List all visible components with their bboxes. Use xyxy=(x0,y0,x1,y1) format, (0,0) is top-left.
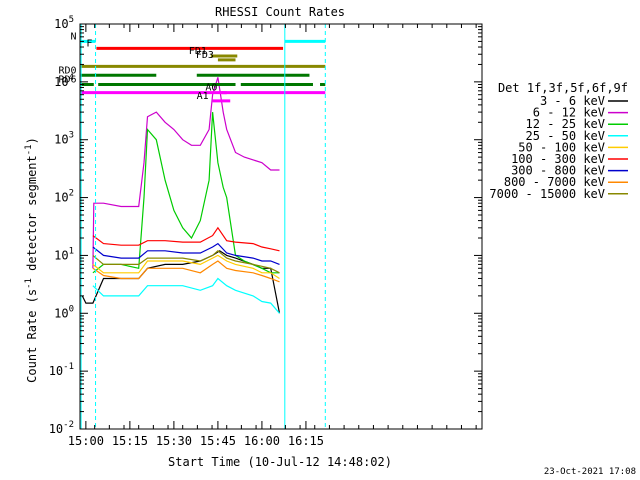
plot-frame xyxy=(79,23,483,430)
series-line-1 xyxy=(92,77,280,269)
series-line-8 xyxy=(92,250,280,274)
x-tick-label-4: 16:00 xyxy=(244,434,280,448)
legend-item-0: 3 - 6 keV xyxy=(540,94,605,108)
y-tick-label-6: 10-1 xyxy=(49,362,74,378)
flag-label-6: RD6 xyxy=(59,75,77,86)
series-line-6 xyxy=(92,242,280,265)
series-line-5 xyxy=(92,226,280,252)
y-tick-label-1: 104 xyxy=(54,73,74,89)
flag-label-3: FD3 xyxy=(196,50,214,61)
footer-timestamp: 23-Oct-2021 17:08 xyxy=(544,467,636,477)
legend-item-7: 800 - 7000 keV xyxy=(504,175,605,189)
x-tick-label-3: 15:45 xyxy=(200,434,236,448)
flag-label-5: RD0 xyxy=(59,65,77,76)
vertical-markers-layer xyxy=(80,24,326,429)
x-tick-label-5: 16:15 xyxy=(288,434,324,448)
flag-label-2: FD1 xyxy=(189,46,207,57)
flag-label-8: A1 xyxy=(197,91,209,102)
x-axis-label: Start Time (10-Jul-12 14:48:02) xyxy=(168,455,392,469)
series-layer xyxy=(81,77,281,314)
flag-label-9: A0 xyxy=(205,83,217,94)
y-axis-label: Count Rate (s-1 detector segment-1) xyxy=(24,137,39,383)
legend-item-4: 50 - 100 keV xyxy=(518,140,605,154)
flag-label-1: F xyxy=(86,38,92,49)
flag-label-0: N xyxy=(71,31,77,42)
x-tick-label-1: 15:15 xyxy=(112,434,148,448)
y-tick-label-4: 101 xyxy=(54,246,74,262)
y-tick-label-0: 105 xyxy=(54,15,74,31)
series-line-3 xyxy=(92,277,280,314)
x-tick-label-0: 15:00 xyxy=(68,434,104,448)
legend-item-1: 6 - 12 keV xyxy=(533,106,605,120)
legend-title: Det 1f,3f,5f,6f,9f xyxy=(498,81,628,95)
legend-item-6: 300 - 800 keV xyxy=(511,164,605,178)
series-line-2 xyxy=(92,112,280,274)
series-line-7 xyxy=(92,260,280,283)
x-axis: 15:00 15:15 15:30 15:45 16:00 16:15 xyxy=(68,24,477,448)
y-tick-label-5: 100 xyxy=(54,304,74,320)
x-tick-label-2: 15:30 xyxy=(156,434,192,448)
y-tick-label-7: 10-2 xyxy=(49,420,74,436)
legend-item-5: 100 - 300 keV xyxy=(511,152,605,166)
series-line-4 xyxy=(92,254,280,280)
legend-item-3: 25 - 50 keV xyxy=(526,129,605,143)
chart-title: RHESSI Count Rates xyxy=(215,5,345,19)
y-axis: 105 104 103 102 101 100 10-1 10-2 xyxy=(49,15,482,436)
y-tick-label-3: 102 xyxy=(54,189,74,205)
y-tick-label-2: 103 xyxy=(54,131,74,147)
legend-item-2: 12 - 25 keV xyxy=(526,117,605,131)
legend-item-8: 7000 - 15000 keV xyxy=(489,187,605,201)
